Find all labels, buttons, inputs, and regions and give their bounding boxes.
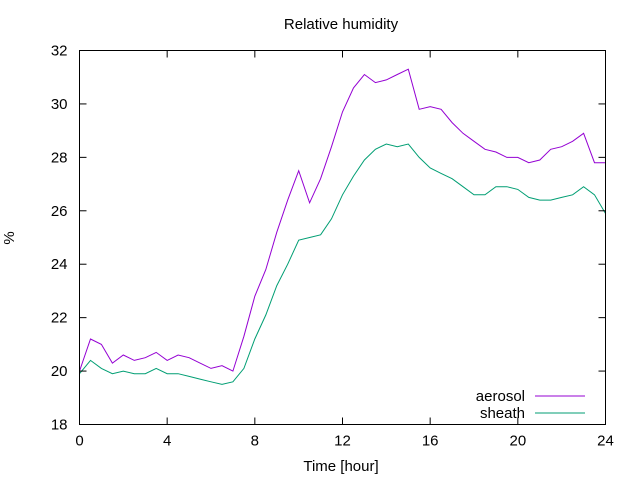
chart-title: Relative humidity xyxy=(284,16,399,33)
x-tick-label: 8 xyxy=(251,433,259,450)
x-tick-label: 4 xyxy=(163,433,171,450)
series-line-aerosol xyxy=(79,68,606,372)
y-tick-label: 28 xyxy=(51,149,68,166)
y-tick-label: 30 xyxy=(51,96,68,113)
legend-label-sheath: sheath xyxy=(480,405,525,422)
x-tick-label: 24 xyxy=(597,433,614,450)
x-tick-label: 0 xyxy=(75,433,83,450)
legend-label-aerosol: aerosol xyxy=(476,388,525,405)
x-tick-label: 16 xyxy=(422,433,439,450)
y-tick-label: 18 xyxy=(51,417,68,434)
series-line-sheath xyxy=(79,143,606,385)
series-layer xyxy=(79,68,606,385)
y-axis-label: % xyxy=(1,231,18,244)
y-tick-label: 24 xyxy=(51,256,68,273)
tick-layer: 0 4 8 12 16 20 24 18 20 22 24 26 28 30 32 xyxy=(51,43,614,450)
y-tick-label: 20 xyxy=(51,363,68,380)
legend: aerosol sheath xyxy=(476,388,585,422)
y-tick-label: 26 xyxy=(51,203,68,220)
x-tick-label: 20 xyxy=(509,433,526,450)
y-tick-label: 22 xyxy=(51,310,68,327)
plot-frame xyxy=(79,50,606,425)
y-tick-label: 32 xyxy=(51,43,68,60)
x-tick-label: 12 xyxy=(334,433,351,450)
x-axis-label: Time [hour] xyxy=(303,458,378,475)
